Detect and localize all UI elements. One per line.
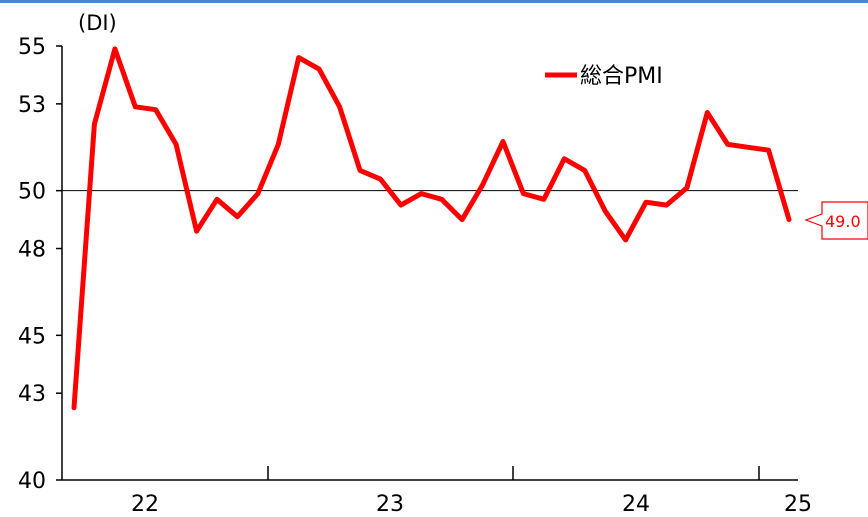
y-tick-label: 50 (18, 180, 46, 205)
y-tick-label: 40 (18, 469, 46, 494)
x-tick-label: 24 (622, 492, 650, 517)
y-tick-label: 48 (18, 238, 46, 263)
y-tick-label: 53 (18, 93, 46, 118)
y-tick-label: 45 (18, 324, 46, 349)
series-line-composite-pmi (71, 46, 792, 411)
x-axis-ticks: 22 23 24 25 (131, 466, 812, 517)
callout-value: 49.0 (825, 212, 861, 231)
top-rule (0, 0, 868, 3)
y-tick-label: 43 (18, 382, 46, 407)
x-tick-label: 25 (784, 492, 812, 517)
last-value-callout: 49.0 (804, 201, 868, 240)
y-axis-ticks: 40 43 45 48 50 53 55 (18, 35, 62, 494)
callout-box (804, 201, 868, 240)
y-tick-label: 55 (18, 35, 46, 60)
x-tick-label: 22 (131, 492, 159, 517)
x-tick-label: 23 (376, 492, 404, 517)
y-axis-unit-label: (DI) (78, 11, 117, 35)
legend-label: 総合PMI (580, 64, 663, 89)
legend: 総合PMI (545, 64, 663, 89)
